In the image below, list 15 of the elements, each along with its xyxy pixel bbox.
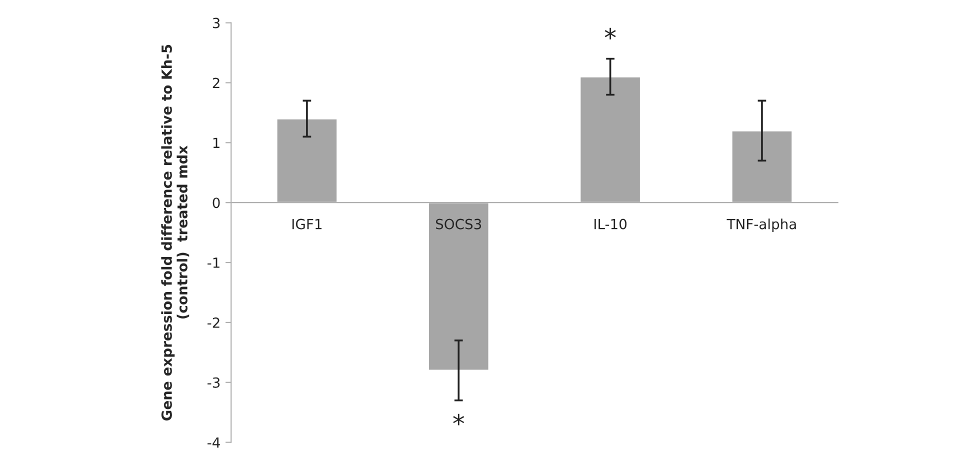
y-tick-label: 0 — [212, 198, 220, 208]
y-tick-label: -4 — [208, 437, 220, 448]
y-tick-label: -2 — [208, 317, 220, 328]
y-tick-label: 1 — [213, 138, 220, 148]
x-tick-label: IGF1 — [292, 218, 322, 230]
y-tick-label: 3 — [212, 18, 220, 28]
x-tick-label: SOCS3 — [436, 218, 482, 230]
y-tick-label: -1 — [208, 258, 220, 268]
x-tick-label: IL-10 — [594, 218, 627, 230]
x-tick-label: TNF-alpha — [726, 218, 796, 232]
y-axis-title: Gene expression fold difference relative to Kh-5 (control) treated mdx — [161, 44, 190, 421]
annotation: * — [453, 414, 464, 426]
y-tick-label: -3 — [208, 377, 220, 388]
annotation: * — [604, 28, 616, 40]
y-tick-label: 2 — [212, 78, 220, 88]
